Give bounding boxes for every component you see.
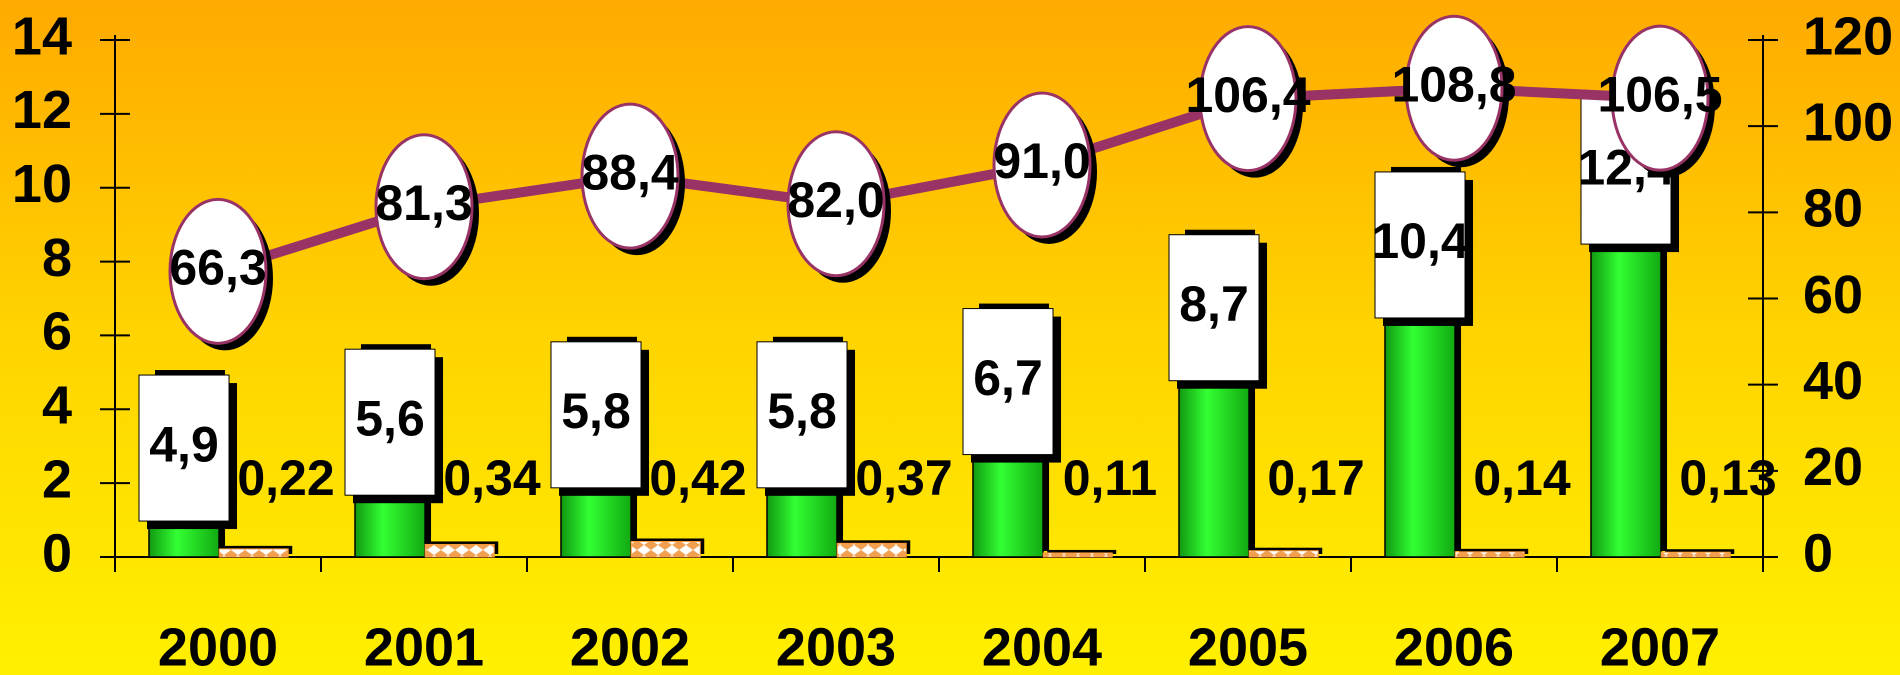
value-label: 8,7 [1179,276,1249,332]
bar [424,543,495,558]
label-box [1374,171,1466,319]
bar [218,548,289,558]
value-label: 0,37 [855,450,952,506]
x-tick-label: 2001 [364,617,484,675]
value-label: 66,3 [169,240,266,296]
y2-tick-label: 20 [1803,437,1863,497]
y-tick-label: 6 [42,302,72,362]
value-label: 106,4 [1185,67,1310,123]
bar-shadow [1665,549,1735,554]
value-label: 0,11 [1063,450,1158,506]
label-box [1168,234,1260,382]
value-label: 10,4 [1371,213,1469,269]
bar [1660,551,1731,558]
value-label: 4,9 [149,416,219,472]
label-ellipse [1404,14,1504,162]
value-label: 5,6 [355,390,425,446]
value-label: 0,34 [443,450,541,506]
y-tick-label: 4 [42,376,72,436]
y-tick-label: 0 [42,523,72,583]
label-box [756,341,848,489]
x-tick-label: 2007 [1600,617,1720,675]
x-tick-label: 2003 [776,617,896,675]
bar [630,540,701,558]
value-label: 5,8 [561,383,631,439]
y-tick-label: 14 [12,6,72,66]
bar [836,542,907,558]
y2-tick-label: 40 [1803,351,1863,411]
value-label: 0,17 [1267,450,1364,506]
value-label: 0,22 [237,450,334,506]
label-box [962,308,1054,456]
bar-shadow [1047,549,1117,554]
bar [1454,551,1525,558]
label-ellipse [992,91,1092,239]
y-tick-label: 10 [12,154,72,214]
label-ellipse [1610,24,1710,172]
label-ellipse [1198,25,1298,173]
value-label: 0,14 [1473,450,1571,506]
value-label: 108,8 [1391,56,1516,112]
x-tick-label: 2002 [570,617,690,675]
label-box [550,341,642,489]
label-ellipse [168,197,268,345]
label-ellipse [786,130,886,278]
value-label: 6,7 [973,350,1043,406]
x-tick-label: 2005 [1188,617,1308,675]
value-label: 0,42 [649,450,746,506]
x-tick-label: 2004 [982,617,1102,675]
y2-tick-label: 120 [1803,6,1893,66]
value-label: 5,8 [767,383,837,439]
value-label: 81,3 [375,175,472,231]
y-tick-label: 2 [42,449,72,509]
bar [1248,550,1319,558]
label-box [138,374,230,522]
x-tick-label: 2006 [1394,617,1514,675]
y2-tick-label: 0 [1803,523,1833,583]
y2-tick-label: 60 [1803,265,1863,325]
label-box [344,348,436,496]
x-tick-label: 2000 [158,617,278,675]
y2-tick-label: 80 [1803,179,1863,239]
bar [1042,552,1113,558]
value-label: 106,5 [1597,66,1722,122]
value-label: 88,4 [581,144,679,200]
y2-tick-label: 100 [1803,92,1893,152]
label-ellipse [580,102,680,250]
value-label: 0,13 [1679,450,1776,506]
value-label: 91,0 [993,133,1090,189]
label-ellipse [374,133,474,281]
y-tick-label: 12 [12,80,72,140]
y-tick-label: 8 [42,228,72,288]
value-label: 82,0 [787,172,884,228]
